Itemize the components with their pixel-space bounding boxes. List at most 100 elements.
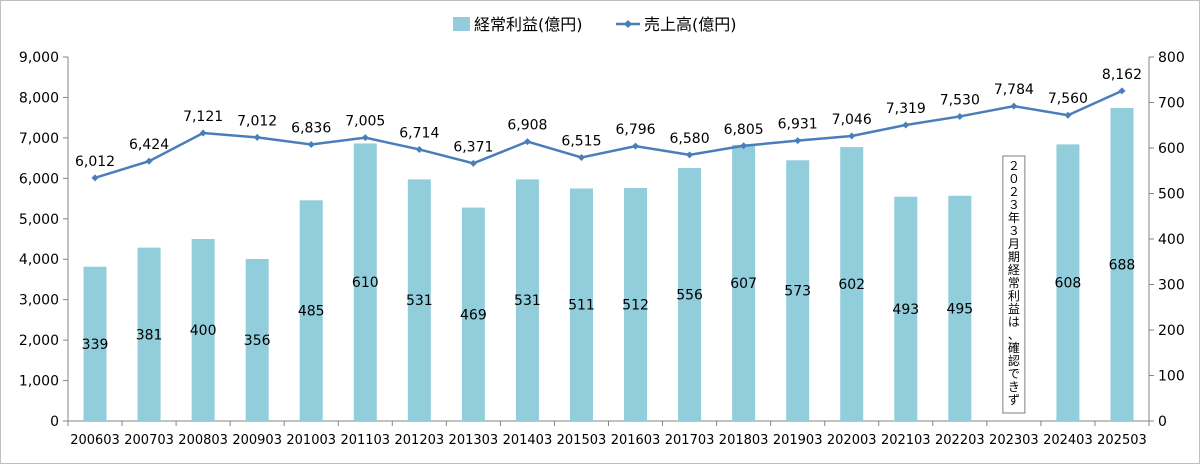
- bar-200703: [137, 247, 161, 421]
- line-label-201603: 6,796: [615, 122, 655, 138]
- y-right-tick-label: 500: [1158, 187, 1185, 203]
- line-marker-202103: [902, 121, 910, 129]
- line-marker-202303: [1010, 102, 1018, 110]
- line-label-201903: 6,931: [778, 117, 818, 133]
- x-tick-label: 200903: [232, 433, 282, 448]
- line-label-200703: 6,424: [129, 137, 169, 153]
- bar-label-201603: 512: [622, 298, 649, 314]
- legend-swatch-bar: [453, 17, 470, 31]
- bar-202103: [894, 196, 918, 421]
- bar-202403: [1056, 144, 1080, 422]
- x-tick-label: 201503: [557, 433, 607, 448]
- legend-marker-line: [624, 20, 632, 28]
- x-tick-labels: 200603 200703 200803 200903 201003 201103 2012…: [70, 433, 1147, 448]
- bar-label-201703: 556: [676, 288, 703, 304]
- bar-label-201403: 531: [514, 293, 541, 309]
- x-tick-label: 202203: [935, 433, 985, 448]
- bar-label-202103: 493: [892, 302, 919, 318]
- bar-label-202003: 602: [838, 277, 865, 293]
- annotation: ２０２３年３月期経常利益は、確認できず: [1002, 155, 1026, 414]
- line-label-202203: 7,530: [940, 92, 980, 108]
- y-left-tick-label: 5,000: [19, 212, 59, 228]
- bar-201603: [624, 188, 648, 421]
- line-label-201403: 6,908: [507, 118, 547, 134]
- line-marker-200803: [199, 129, 207, 137]
- bar-label-200603: 339: [82, 337, 109, 353]
- y-left-tick-label: 6,000: [19, 171, 59, 187]
- x-tick-label: 201003: [286, 433, 336, 448]
- bar-label-201203: 531: [406, 293, 433, 309]
- bar-series: [83, 107, 1134, 422]
- line-marker-201603: [632, 142, 640, 150]
- x-tick-label: 201803: [719, 433, 769, 448]
- y-right-tick-label: 200: [1158, 323, 1185, 339]
- bar-label-202503: 688: [1109, 257, 1136, 273]
- line-marker-201403: [523, 138, 531, 146]
- line-marker-201303: [469, 159, 477, 167]
- bar-200803: [191, 239, 215, 421]
- x-tick-label: 201903: [773, 433, 823, 448]
- line-label-201303: 6,371: [453, 139, 493, 155]
- bar-201503: [569, 188, 593, 421]
- y-left-tick-label: 8,000: [19, 90, 59, 106]
- x-tick-label: 201303: [449, 433, 499, 448]
- y-right-tick-label: 700: [1158, 96, 1185, 112]
- line-label-201003: 6,836: [291, 121, 331, 137]
- bar-label-202203: 495: [946, 301, 973, 317]
- line-marker-200703: [145, 157, 153, 165]
- line-marker-202403: [1064, 111, 1072, 119]
- bar-201103: [353, 143, 377, 421]
- line-marker-202203: [956, 112, 964, 120]
- line-label-202303: 7,784: [994, 82, 1034, 98]
- line-marker-200603: [91, 174, 99, 182]
- y-right-tick-label: 0: [1158, 414, 1167, 430]
- line-marker-201203: [415, 145, 423, 153]
- bar-data-labels: 339 381 400 356 485 610 531 469 531 511 512 556 607 5…: [82, 257, 1136, 352]
- line-marker-202003: [848, 132, 856, 140]
- bar-label-201803: 607: [730, 276, 757, 292]
- line-marker-200903: [253, 133, 261, 141]
- x-tick-label: 200803: [178, 433, 228, 448]
- bar-label-202403: 608: [1055, 276, 1082, 292]
- bar-202003: [840, 147, 864, 421]
- x-tick-label: 200703: [124, 433, 174, 448]
- x-tick-label: 201703: [665, 433, 715, 448]
- line-label-202503: 8,162: [1102, 67, 1142, 83]
- x-tick-label: 200603: [70, 433, 120, 448]
- line-marker-201903: [794, 137, 802, 145]
- x-tick-label: 201603: [611, 433, 661, 448]
- x-tick-label: 201203: [395, 433, 445, 448]
- line-label-200603: 6,012: [75, 154, 115, 170]
- bar-201403: [515, 179, 539, 421]
- line-data-labels: 6,012 6,424 7,121 7,012 6,836 7,005 6,714 6,371…: [75, 67, 1142, 170]
- y-left-tick-label: 9,000: [19, 50, 59, 66]
- x-tick-label: 202403: [1043, 433, 1093, 448]
- y-left-tick-label: 4,000: [19, 252, 59, 268]
- line-label-201103: 7,005: [345, 114, 385, 130]
- bar-label-201903: 573: [784, 284, 811, 300]
- axes: 0 1,000 2,000 3,000 4,000 5,000 6,000 7,000 8,00…: [19, 50, 1185, 430]
- bar-202503: [1110, 107, 1134, 422]
- bar-label-201003: 485: [298, 304, 325, 320]
- legend-label-line: 売上高(億円): [644, 15, 737, 34]
- y-left-tick-label: 0: [50, 414, 59, 430]
- bar-label-200703: 381: [136, 327, 163, 343]
- legend: 経常利益(億円) 売上高(億円): [453, 15, 737, 34]
- bar-201903: [786, 160, 810, 421]
- x-tick-label: 202303: [989, 433, 1039, 448]
- bar-201303: [461, 207, 485, 421]
- y-right-tick-label: 600: [1158, 141, 1185, 157]
- x-tick-label: 202503: [1097, 433, 1147, 448]
- line-label-201203: 6,714: [399, 125, 439, 141]
- bar-201003: [299, 200, 323, 421]
- line-marker-201103: [361, 134, 369, 142]
- sales-line: [94, 89, 1123, 180]
- line-series: [91, 87, 1126, 182]
- y-left-tick-label: 2,000: [19, 333, 59, 349]
- line-label-201503: 6,515: [561, 134, 601, 150]
- bar-201203: [407, 179, 431, 421]
- line-label-201703: 6,580: [670, 131, 710, 147]
- bar-label-201103: 610: [352, 275, 379, 291]
- bar-200603: [83, 266, 107, 421]
